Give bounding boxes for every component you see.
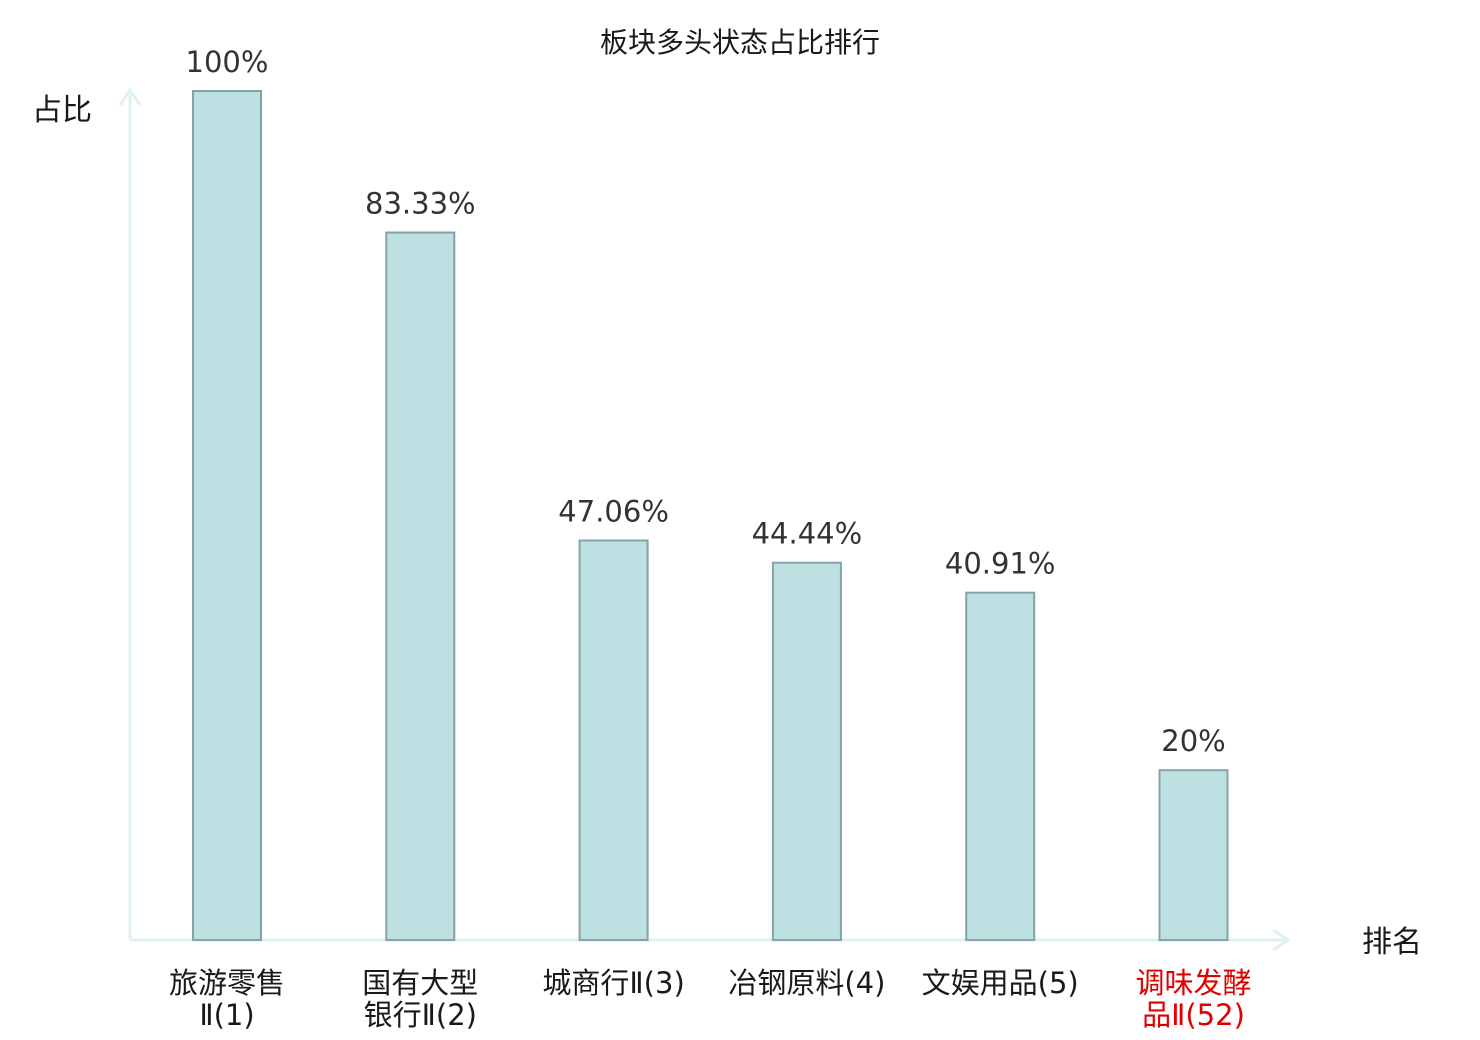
bar-value-label: 47.06% xyxy=(558,494,669,528)
bar-value-label: 44.44% xyxy=(752,517,863,551)
y-axis-label: 占比 xyxy=(32,93,92,128)
bar xyxy=(192,90,262,941)
category-label: 文娱用品(5) xyxy=(922,966,1079,1000)
category-label: 旅游零售 xyxy=(169,966,285,1000)
category-label: 城商行Ⅱ(3) xyxy=(542,966,684,1000)
category-label: 调味发酵 xyxy=(1135,966,1251,1000)
category-label: 银行Ⅱ(2) xyxy=(364,998,477,1032)
category-label: Ⅱ(1) xyxy=(199,998,254,1032)
bar xyxy=(771,561,842,941)
bar-value-label: 20% xyxy=(1161,724,1225,758)
bars-group xyxy=(192,90,1229,942)
bar xyxy=(385,231,456,941)
bar-value-label: 83.33% xyxy=(365,187,476,221)
chart-title: 板块多头状态占比排行 xyxy=(600,26,880,59)
bar-value-label: 40.91% xyxy=(945,547,1056,581)
axes xyxy=(118,87,1291,952)
category-label: 国有大型 xyxy=(362,966,478,1000)
x-axis-label: 排名 xyxy=(1362,925,1422,960)
category-label: 冶钢原料(4) xyxy=(728,966,885,1000)
category-label: 品Ⅱ(52) xyxy=(1142,998,1245,1032)
value-labels-group: 100% 83.33% 47.06% 44.44% 40.91% 20% xyxy=(186,45,1226,758)
bar xyxy=(965,591,1036,941)
bar xyxy=(1158,769,1229,942)
y-axis-arrow xyxy=(118,87,142,106)
bar xyxy=(578,539,649,941)
bar-value-label: 100% xyxy=(186,45,269,79)
x-axis-arrow xyxy=(1272,928,1291,952)
